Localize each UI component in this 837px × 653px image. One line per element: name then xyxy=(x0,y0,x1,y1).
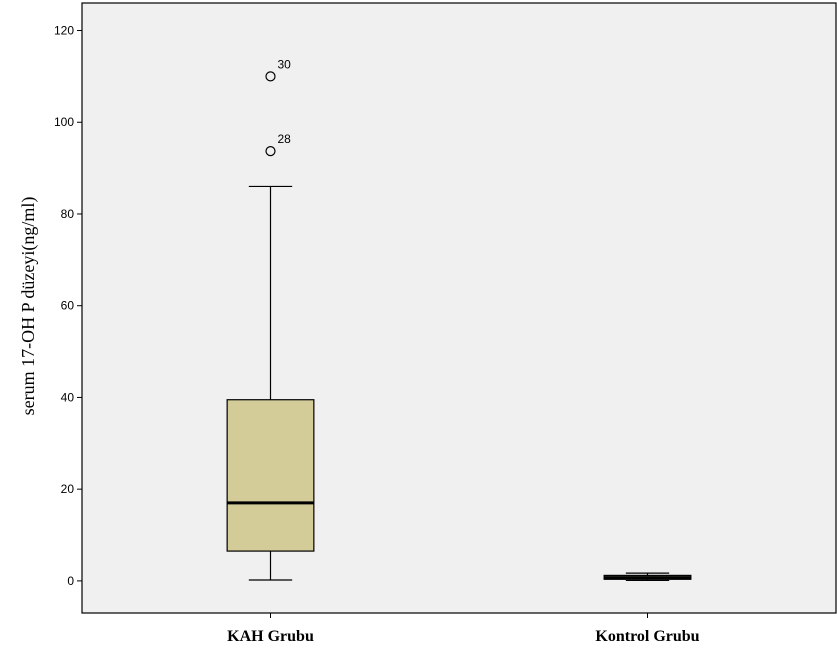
y-axis-title: serum 17-OH P düzeyi(ng/ml) xyxy=(18,197,39,416)
outlier-label: 30 xyxy=(278,57,292,71)
outlier-label: 28 xyxy=(278,132,292,146)
x-category-label: Kontrol Grubu xyxy=(595,628,699,645)
box-group: 30 28 xyxy=(226,57,315,581)
y-tick-label: 40 xyxy=(61,390,75,404)
y-tick-label: 120 xyxy=(54,24,74,38)
box xyxy=(226,399,315,552)
y-tick-label: 80 xyxy=(61,207,75,221)
y-tick-label: 100 xyxy=(54,115,74,129)
boxes-layer: 30 28 xyxy=(226,57,692,582)
outlier-point xyxy=(265,71,276,82)
x-category-label: KAH Grubu xyxy=(227,628,314,645)
y-axis: 0 20 40 60 80 100 120 xyxy=(54,24,82,588)
x-axis: KAH Grubu Kontrol Grubu xyxy=(227,613,700,645)
box-group xyxy=(603,572,692,582)
y-tick-label: 0 xyxy=(67,574,74,588)
plot-area xyxy=(81,2,837,614)
y-tick-label: 20 xyxy=(61,482,75,496)
y-tick-label: 60 xyxy=(61,299,75,313)
outlier-point xyxy=(265,146,276,157)
